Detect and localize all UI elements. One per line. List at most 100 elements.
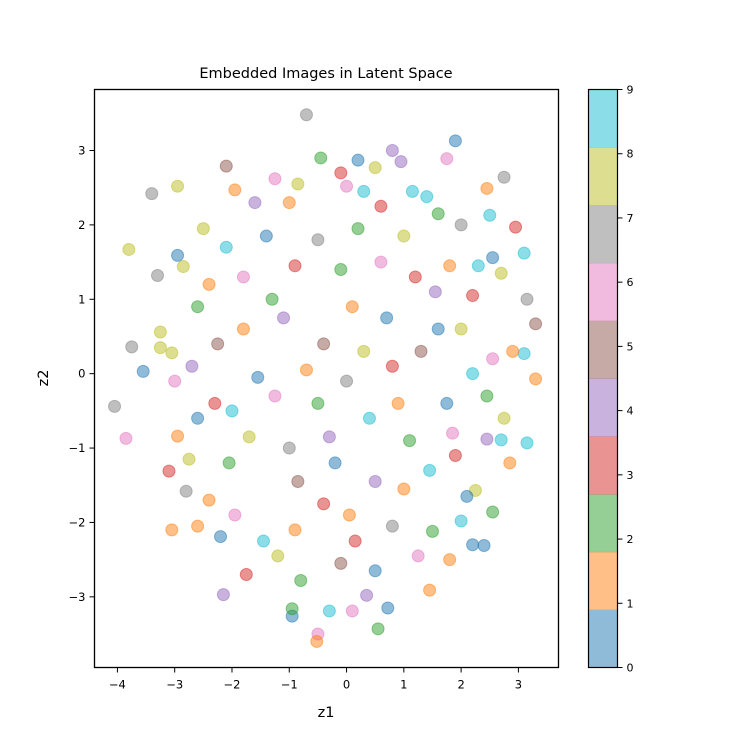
scatter-point (216, 588, 230, 602)
scatter-point (357, 344, 371, 358)
colorbar-tick-label: 6 (627, 276, 634, 289)
scatter-point (443, 553, 457, 567)
scatter-point (405, 184, 419, 198)
scatter-point (374, 199, 388, 213)
scatter-point (239, 568, 253, 582)
colorbar-frame (587, 88, 619, 669)
scatter-point (497, 170, 511, 184)
scatter-point (480, 181, 494, 195)
scatter-point (397, 482, 411, 496)
scatter-point (471, 259, 485, 273)
scatter-points (108, 108, 543, 648)
scatter-point (125, 340, 139, 354)
scatter-point (440, 396, 454, 410)
chart-title: Embedded Images in Latent Space (199, 66, 452, 82)
scatter-point (342, 508, 356, 522)
colorbar-tick-label: 4 (627, 405, 634, 418)
scatter-point (497, 411, 511, 425)
colorbar-segment (588, 262, 618, 322)
scatter-point (397, 229, 411, 243)
scatter-point (385, 144, 399, 157)
scatter-point (228, 508, 242, 522)
colorbar-tick-label: 7 (627, 212, 634, 225)
scatter-point (517, 347, 531, 361)
scatter-point (420, 190, 434, 204)
scatter-point (314, 151, 328, 165)
x-tick-label: 0 (343, 678, 350, 692)
x-tick-label: 1 (400, 678, 407, 692)
scatter-point (448, 448, 462, 462)
scatter-point (425, 524, 439, 538)
scatter-point (136, 364, 150, 378)
scatter-point (466, 367, 480, 381)
colorbar-segment (588, 609, 618, 668)
scatter-point (268, 389, 282, 403)
scatter-point (256, 534, 270, 548)
y-tick-label: −2 (69, 515, 86, 529)
scatter-point (268, 172, 282, 186)
scatter-point (509, 220, 523, 234)
scatter-point (294, 573, 308, 587)
scatter-point (443, 259, 457, 273)
x-tick-label: 2 (457, 678, 464, 692)
scatter-point (368, 564, 382, 578)
scatter-point (165, 346, 179, 360)
colorbar-tick-label: 3 (627, 469, 634, 482)
x-axis-label: z1 (318, 705, 335, 721)
scatter-point (122, 242, 136, 256)
scatter-point (228, 183, 242, 197)
scatter-point (348, 534, 362, 548)
scatter-point (171, 248, 185, 262)
y-tick-label: 3 (78, 143, 85, 157)
scatter-point (345, 300, 359, 314)
scatter-point (211, 337, 225, 351)
scatter-point (202, 277, 216, 291)
scatter-point (480, 432, 494, 446)
scatter-point (385, 359, 399, 373)
scatter-point (299, 363, 313, 377)
colorbar-tick-label: 9 (627, 84, 634, 97)
scatter-point (145, 187, 159, 201)
x-axis-ticks: −4 −3 −2 −1 0 1 2 3 (109, 667, 522, 692)
colorbar-segment (588, 551, 618, 611)
scatter-point (357, 184, 371, 198)
scatter-point (171, 429, 185, 443)
colorbar-tick-label: 2 (627, 533, 634, 546)
scatter-point (454, 218, 468, 232)
scatter-point (529, 317, 543, 331)
scatter-point (460, 489, 474, 503)
scatter-point (202, 493, 216, 507)
colorbar-segment (588, 205, 618, 264)
scatter-point (351, 222, 365, 236)
scatter-point (288, 523, 302, 537)
colorbar-segment (588, 320, 618, 379)
scatter-point (176, 260, 190, 274)
scatter-point (153, 325, 167, 339)
scatter-point (165, 523, 179, 537)
scatter-point (219, 240, 233, 254)
scatter-point (334, 166, 348, 180)
scatter-point (328, 456, 342, 470)
scatter-point (423, 463, 437, 477)
scatter-point (322, 430, 336, 444)
scatter-point (265, 292, 279, 306)
colorbar-segment (588, 89, 618, 148)
colorbar-tick-label: 8 (627, 148, 634, 161)
scatter-point (119, 431, 133, 445)
scatter-point (340, 179, 354, 193)
scatter-point (291, 475, 305, 489)
scatter-point (466, 538, 480, 552)
y-tick-label: −1 (69, 441, 86, 455)
scatter-point (394, 155, 408, 169)
scatter-point (191, 411, 205, 425)
scatter-point (219, 159, 233, 173)
scatter-point (414, 344, 428, 358)
scatter-point (483, 208, 497, 222)
scatter-point (466, 289, 480, 303)
scatter-point (351, 153, 365, 167)
scatter-point (494, 266, 508, 280)
scatter-point (454, 514, 468, 528)
colorbar: 0 1 2 3 4 5 6 7 8 9 (587, 84, 634, 675)
scatter-point (288, 259, 302, 273)
